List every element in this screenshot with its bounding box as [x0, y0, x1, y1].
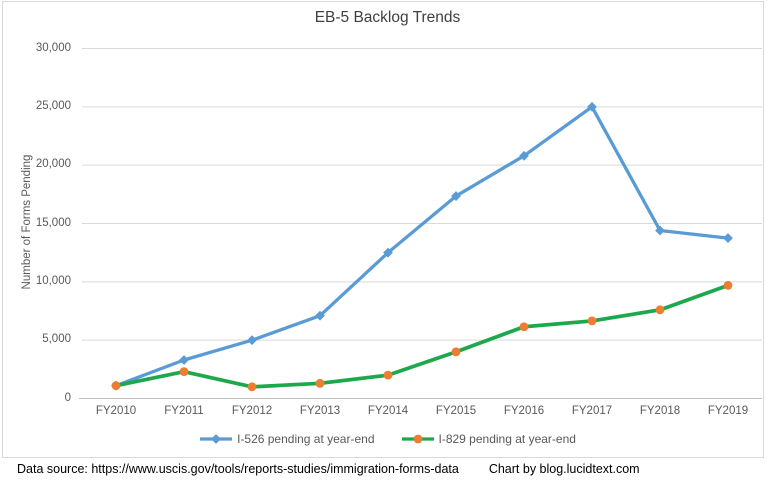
data-point-marker	[315, 378, 325, 388]
data-source-text: Data source: https://www.uscis.gov/tools…	[17, 462, 459, 476]
data-point-marker	[587, 316, 597, 326]
x-tick-label: FY2014	[367, 405, 409, 417]
data-point-marker	[655, 225, 665, 236]
data-point-marker	[247, 382, 257, 392]
data-point-marker	[383, 247, 393, 258]
data-point-marker	[519, 322, 529, 332]
y-tick-label: 10,000	[35, 274, 71, 287]
y-tick-label: 0	[64, 391, 71, 404]
y-tick-label: 25,000	[35, 99, 71, 112]
x-tick-label: FY2010	[95, 405, 137, 417]
data-point-marker	[451, 347, 461, 357]
data-point-marker	[723, 233, 733, 243]
x-tick-label: FY2015	[435, 405, 477, 417]
x-tick-label: FY2016	[503, 405, 545, 417]
legend-item-i829: I-829 pending at year-end	[401, 432, 576, 446]
y-tick-label: 20,000	[35, 158, 71, 171]
data-point-marker	[519, 150, 529, 161]
data-point-marker	[723, 280, 733, 290]
legend-label-i829: I-829 pending at year-end	[438, 432, 576, 446]
data-point-marker	[247, 335, 257, 346]
data-point-marker	[211, 434, 221, 444]
data-point-marker	[315, 310, 325, 321]
y-tick-label: 5,000	[42, 333, 71, 346]
i526-line-marker-icon	[200, 434, 233, 444]
legend-item-i526: I-526 pending at year-end	[199, 432, 375, 446]
footer: Data source: https://www.uscis.gov/tools…	[17, 462, 640, 476]
series-line	[114, 105, 730, 388]
chart-title: EB-5 Backlog Trends	[314, 9, 461, 26]
x-tick-label: FY2017	[571, 405, 613, 417]
x-tick-label: FY2012	[231, 405, 273, 417]
legend-label-i526: I-526 pending at year-end	[237, 432, 375, 446]
data-point-marker	[179, 367, 189, 377]
y-tick-label: 30,000	[35, 41, 71, 54]
legend: I-526 pending at year-end I-829 pending …	[0, 432, 775, 446]
data-point-marker	[413, 434, 422, 444]
x-tick-label: FY2018	[639, 405, 681, 417]
data-point-marker	[179, 355, 189, 365]
series-line	[114, 283, 730, 389]
data-point-marker	[383, 370, 393, 380]
x-tick-label: FY2011	[164, 405, 204, 417]
x-tick-label: FY2019	[707, 405, 749, 417]
data-point-marker	[451, 191, 461, 201]
y-tick-label: 15,000	[35, 216, 71, 229]
x-tick-label: FY2013	[299, 405, 341, 417]
data-point-marker	[111, 381, 121, 391]
data-point-marker	[655, 305, 665, 315]
credit-text: Chart by blog.lucidtext.com	[488, 462, 640, 476]
data-point-marker	[587, 101, 597, 112]
i829-line-marker-icon	[401, 434, 434, 444]
